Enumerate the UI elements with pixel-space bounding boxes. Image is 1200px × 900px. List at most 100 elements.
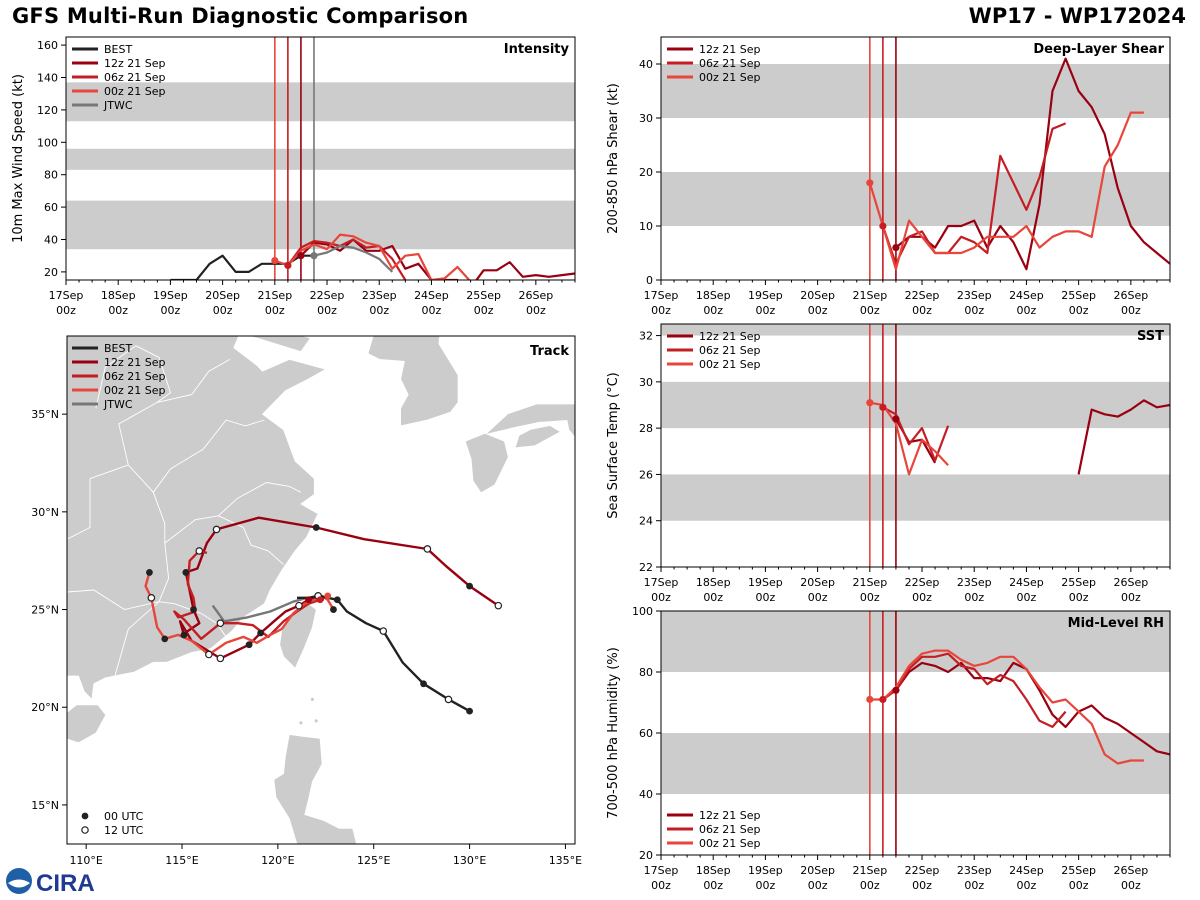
track-ytick-label: 35°N bbox=[31, 408, 59, 421]
track-xtick-label: 115°E bbox=[165, 854, 198, 867]
shear-axes-frame bbox=[660, 36, 1171, 281]
shear-legend-label-00z-21-sep: 00z 21 Sep bbox=[699, 71, 761, 84]
sst-xtick-label-day: 19Sep bbox=[748, 576, 783, 589]
intensity-xtick-label-day: 26Sep bbox=[518, 289, 553, 302]
track-plot-area bbox=[67, 336, 575, 844]
intensity-legend-label-best: BEST bbox=[104, 43, 132, 56]
sst-xtick-label-hour: 00z bbox=[964, 591, 984, 604]
sst-legend-label-06z-21-sep: 06z 21 Sep bbox=[699, 344, 761, 357]
track-axes-frame bbox=[66, 335, 576, 845]
sst-xtick-label-hour: 00z bbox=[1017, 591, 1037, 604]
land-korea bbox=[367, 336, 459, 427]
intensity-xtick-label-hour: 00z bbox=[213, 304, 233, 317]
track-legend-marker-00utc bbox=[81, 812, 89, 820]
shear-xtick-label-hour: 00z bbox=[756, 304, 776, 317]
rh-xtick-label-hour: 00z bbox=[651, 879, 671, 892]
intensity-xtick-label-hour: 00z bbox=[265, 304, 285, 317]
shear-xtick-label-day: 17Sep bbox=[644, 289, 679, 302]
intensity-legend-label-06z-21-sep: 06z 21 Sep bbox=[104, 71, 166, 84]
shear-xtick-label-day: 18Sep bbox=[696, 289, 731, 302]
sst-xtick-label-day: 21Sep bbox=[852, 576, 887, 589]
sst-xtick-label-hour: 00z bbox=[1069, 591, 1089, 604]
track-legend-label-12z-21-sep: 12z 21 Sep bbox=[104, 356, 166, 369]
track-point-12z-21-sep-00utc bbox=[190, 606, 197, 613]
land-shikoku bbox=[515, 425, 560, 448]
track-point-00z-21-sep-12utc bbox=[147, 594, 156, 602]
intensity-xtick-label-hour: 00z bbox=[369, 304, 389, 317]
shear-xtick-label-day: 23Sep bbox=[957, 289, 992, 302]
intensity-xtick-label-day: 18Sep bbox=[101, 289, 136, 302]
track-point-00z-21-sep-00utc bbox=[146, 569, 153, 576]
shear-xtick-label-hour: 00z bbox=[860, 304, 880, 317]
track-legend-label-00utc: 00 UTC bbox=[104, 810, 144, 823]
track-ytick-label: 30°N bbox=[31, 506, 59, 519]
sst-ytick-label: 26 bbox=[639, 468, 653, 481]
sst-xtick-label-hour: 00z bbox=[912, 591, 932, 604]
land-kyushu bbox=[465, 433, 508, 493]
track-point-12z-21-sep-00utc bbox=[180, 631, 188, 639]
track-point-06z-21-sep-12utc bbox=[195, 547, 204, 555]
rh-xtick-label-day: 18Sep bbox=[696, 864, 731, 877]
rh-xtick-label-day: 23Sep bbox=[957, 864, 992, 877]
rh-xtick-label-hour: 00z bbox=[756, 879, 776, 892]
rh-legend-label-00z-21-sep: 00z 21 Sep bbox=[699, 837, 761, 850]
rh-series-00z-21-sep bbox=[869, 649, 1144, 765]
land-island-0 bbox=[310, 697, 314, 702]
track-point-12z-21-sep-12utc bbox=[216, 654, 225, 663]
track-xtick-label: 125°E bbox=[357, 854, 390, 867]
track-point-12z-21-sep-00utc bbox=[466, 582, 473, 590]
rh-init-marker-06z-21-sep bbox=[879, 695, 887, 704]
track-xtick-label: 120°E bbox=[261, 854, 294, 867]
intensity-ytick-label: 20 bbox=[44, 266, 58, 279]
sst-xtick-label-day: 23Sep bbox=[957, 576, 992, 589]
track-title: Track bbox=[530, 344, 569, 359]
track-xtick-label: 130°E bbox=[453, 854, 486, 867]
track-point-best-00utc bbox=[333, 596, 341, 604]
sst-xtick-label-day: 17Sep bbox=[644, 576, 679, 589]
rh-band-0 bbox=[661, 733, 1170, 794]
rh-series-06z-21-sep bbox=[882, 652, 1067, 729]
sst-xtick-label-day: 25Sep bbox=[1061, 576, 1096, 589]
intensity-ytick-label: 120 bbox=[37, 104, 58, 117]
sst-init-marker-12z-21-sep bbox=[892, 415, 900, 423]
shear-xtick-label-hour: 00z bbox=[703, 304, 723, 317]
intensity-xtick-label-day: 19Sep bbox=[153, 289, 188, 302]
rh-title: Mid-Level RH bbox=[1068, 616, 1164, 631]
sst-ytick-label: 22 bbox=[639, 561, 653, 574]
cira-logo-text: CIRA bbox=[36, 870, 95, 896]
sst-xtick-label-hour: 00z bbox=[1121, 591, 1141, 604]
province-border-6 bbox=[95, 345, 172, 409]
track-00z-21-sep bbox=[144, 572, 335, 656]
cira-logo: CIRA bbox=[6, 868, 95, 896]
shear-xtick-label-hour: 00z bbox=[651, 304, 671, 317]
land-island-2 bbox=[299, 721, 303, 725]
noaa-wave-icon bbox=[8, 879, 30, 888]
sst-init-marker-00z-21-sep bbox=[866, 399, 874, 407]
province-border-7 bbox=[67, 478, 91, 540]
sst-xtick-label-day: 18Sep bbox=[696, 576, 731, 589]
sst-ytick-label: 24 bbox=[639, 515, 653, 528]
track-point-12z-21-sep-00utc bbox=[182, 569, 190, 576]
rh-xtick-label-hour: 00z bbox=[1017, 879, 1037, 892]
intensity-init-marker-jtwc bbox=[310, 252, 318, 260]
intensity-ytick-label: 80 bbox=[44, 169, 58, 182]
sst-band-2 bbox=[661, 324, 1170, 336]
shear-band-1 bbox=[661, 64, 1170, 118]
intensity-xtick-label-hour: 00z bbox=[474, 304, 494, 317]
track-xtick-label: 135°E bbox=[549, 854, 582, 867]
sst-ytick-label: 28 bbox=[639, 422, 653, 435]
rh-legend-label-12z-21-sep: 12z 21 Sep bbox=[699, 809, 761, 822]
intensity-xtick-label-day: 25Sep bbox=[466, 289, 501, 302]
track-start-marker-06z-21-sep bbox=[316, 596, 324, 604]
track-point-12z-21-sep-12utc bbox=[423, 545, 432, 553]
shear-band-0 bbox=[661, 172, 1170, 226]
land-mainland-china bbox=[67, 336, 327, 701]
shear-xtick-label-hour: 00z bbox=[808, 304, 828, 317]
rh-init-marker-00z-21-sep bbox=[866, 695, 874, 704]
sst-xtick-label-day: 26Sep bbox=[1113, 576, 1148, 589]
land-hainan bbox=[67, 705, 106, 743]
shear-xtick-label-day: 25Sep bbox=[1061, 289, 1096, 302]
rh-plot-area bbox=[661, 611, 1170, 855]
storm-id-title: WP17 - WP172024 bbox=[968, 4, 1186, 28]
